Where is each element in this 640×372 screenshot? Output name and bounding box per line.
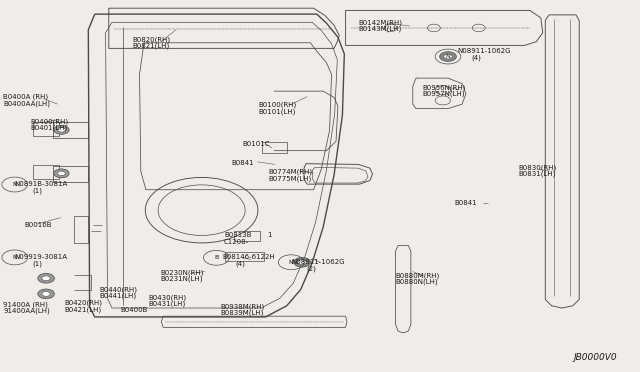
Text: B0101C: B0101C <box>242 141 269 147</box>
Bar <box>33 165 59 179</box>
Circle shape <box>444 54 452 59</box>
Circle shape <box>38 273 54 283</box>
Text: (4): (4) <box>236 261 245 267</box>
Text: B0100(RH): B0100(RH) <box>258 102 296 108</box>
Text: N: N <box>12 255 17 260</box>
Text: B0938M(RH): B0938M(RH) <box>220 304 264 310</box>
Text: C1208-: C1208- <box>224 239 249 245</box>
Bar <box>225 252 264 261</box>
Text: B0831(LH): B0831(LH) <box>518 171 556 177</box>
Text: B0400AA(LH): B0400AA(LH) <box>3 100 50 107</box>
Bar <box>53 122 88 138</box>
Text: B0441(LH): B0441(LH) <box>99 292 136 299</box>
Bar <box>74 216 88 243</box>
Circle shape <box>54 169 69 178</box>
Text: JB0000V0: JB0000V0 <box>574 353 618 362</box>
Text: B0231N(LH): B0231N(LH) <box>160 276 202 282</box>
Text: N: N <box>289 260 294 265</box>
Circle shape <box>42 292 50 296</box>
Text: (1): (1) <box>32 187 42 194</box>
Text: B0420(RH): B0420(RH) <box>64 300 102 307</box>
Text: N09919-3081A: N09919-3081A <box>15 254 68 260</box>
Text: B0431(LH): B0431(LH) <box>148 301 186 307</box>
Text: B0841: B0841 <box>454 200 477 206</box>
Text: B0880M(RH): B0880M(RH) <box>395 272 439 279</box>
Text: B0143M(LH): B0143M(LH) <box>358 26 402 32</box>
Text: B0839M(LH): B0839M(LH) <box>220 310 264 317</box>
Text: B0774M(RH): B0774M(RH) <box>269 169 313 175</box>
Circle shape <box>58 171 65 176</box>
Text: B0841: B0841 <box>232 160 254 166</box>
Text: B0775M(LH): B0775M(LH) <box>269 175 312 182</box>
Circle shape <box>294 257 310 267</box>
Text: (2): (2) <box>306 265 316 272</box>
Text: 91400A (RH): 91400A (RH) <box>3 301 48 308</box>
Text: B0401(LH): B0401(LH) <box>31 124 68 131</box>
Text: (1): (1) <box>32 261 42 267</box>
Text: B: B <box>214 255 218 260</box>
Text: N: N <box>12 182 17 187</box>
Circle shape <box>298 260 307 265</box>
Text: N08911-1062G: N08911-1062G <box>458 48 511 54</box>
Circle shape <box>440 52 456 61</box>
Circle shape <box>42 276 50 280</box>
Text: B08146-6122H: B08146-6122H <box>223 254 275 260</box>
Bar <box>262 142 287 153</box>
Circle shape <box>54 125 69 134</box>
Text: B0440(RH): B0440(RH) <box>99 286 137 293</box>
Bar <box>234 231 260 241</box>
Text: B0830(RH): B0830(RH) <box>518 164 557 171</box>
Text: 1: 1 <box>268 232 272 238</box>
Text: B0880N(LH): B0880N(LH) <box>395 278 438 285</box>
Text: N0891B-3081A: N0891B-3081A <box>15 181 68 187</box>
Text: N08911-1062G: N08911-1062G <box>292 259 346 265</box>
Text: B0142M(RH): B0142M(RH) <box>358 19 403 26</box>
Text: 91400AA(LH): 91400AA(LH) <box>3 307 50 314</box>
Text: B0430(RH): B0430(RH) <box>148 294 187 301</box>
Text: B0313B: B0313B <box>224 232 252 238</box>
Text: B0230N(RH): B0230N(RH) <box>160 269 204 276</box>
Text: B0957N(LH): B0957N(LH) <box>422 90 465 97</box>
Text: B0821(LH): B0821(LH) <box>132 43 170 49</box>
Text: B0421(LH): B0421(LH) <box>64 306 101 313</box>
Text: B0101(LH): B0101(LH) <box>258 108 295 115</box>
Circle shape <box>58 128 65 132</box>
Text: B0956N(RH): B0956N(RH) <box>422 84 466 91</box>
Text: N: N <box>445 54 451 59</box>
Text: B0400A (RH): B0400A (RH) <box>3 93 49 100</box>
Text: (4): (4) <box>472 55 481 61</box>
Text: B0016B: B0016B <box>24 222 52 228</box>
Bar <box>53 166 88 182</box>
Text: B0400(RH): B0400(RH) <box>31 118 69 125</box>
Text: B0820(RH): B0820(RH) <box>132 36 171 43</box>
Bar <box>33 122 59 136</box>
Circle shape <box>38 289 54 299</box>
Text: B0400B: B0400B <box>120 307 148 312</box>
